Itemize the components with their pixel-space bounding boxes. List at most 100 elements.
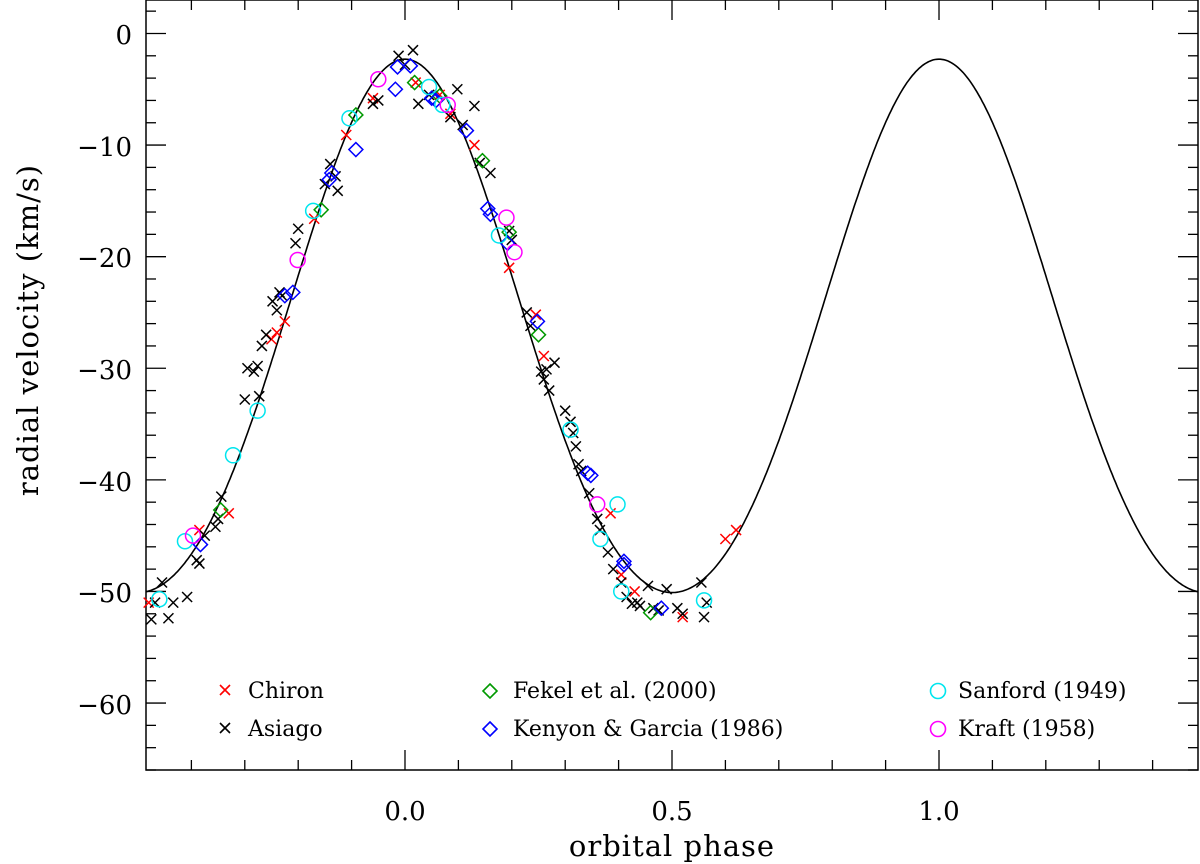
data-point-chiron (538, 350, 550, 362)
data-point-asiago (602, 546, 614, 558)
series-asiago (145, 44, 713, 625)
data-point-fekel-et-al-2000 (406, 74, 423, 91)
data-point-asiago (209, 521, 221, 533)
data-point-chiron (677, 611, 689, 623)
data-point-asiago (524, 320, 537, 332)
data-point-chiron (719, 533, 731, 545)
y-tick-label-0: 0 (115, 21, 132, 51)
data-point-sanford-1949 (420, 78, 438, 96)
data-point-kenyon-garcia-1986 (276, 287, 293, 304)
data-point-asiago (591, 513, 603, 525)
data-point-chiron (223, 507, 235, 519)
data-point-asiago (677, 608, 689, 620)
data-point-asiago (256, 340, 268, 352)
data-point-chiron (410, 77, 422, 89)
data-point-asiago (521, 306, 533, 318)
y-tick-label-3: −30 (77, 356, 132, 386)
model-curve-layer (145, 58, 1199, 594)
data-point-asiago (145, 613, 157, 625)
legend-label-chiron: Chiron (248, 679, 324, 704)
x-axis-title: orbital phase (569, 829, 775, 863)
data-point-kenyon-garcia-1986 (389, 58, 406, 76)
data-point-asiago (661, 583, 673, 595)
data-point-asiago (260, 329, 272, 341)
data-point-asiago (372, 94, 384, 106)
data-point-asiago (543, 385, 555, 397)
data-point-kenyon-garcia-1986 (284, 284, 301, 301)
legend: Chiron Asiago Fekel et al. (2000) Kenyon… (219, 679, 1127, 742)
data-point-asiago (215, 491, 227, 503)
data-point-kenyon-garcia-1986 (615, 553, 632, 570)
data-point-kraft-1958 (506, 243, 523, 261)
data-point-asiago (642, 580, 654, 592)
legend-marker-kenyon (481, 720, 499, 738)
data-point-sanford-1949 (592, 530, 609, 548)
data-point-kenyon-garcia-1986 (423, 90, 440, 107)
legend-marker-chiron (219, 684, 231, 696)
y-tick-label-6: −60 (77, 691, 132, 721)
data-point-asiago (367, 98, 379, 110)
data-point-asiago (271, 304, 283, 316)
data-point-kraft-1958 (184, 527, 202, 544)
data-point-kraft-1958 (588, 496, 606, 513)
series-kenyon-garcia-1986 (192, 57, 670, 617)
data-point-asiago (289, 237, 302, 249)
data-point-kraft-1958 (370, 70, 387, 88)
model-curve (145, 58, 1199, 594)
data-point-asiago (444, 111, 456, 123)
series-fekel-et-al-2000 (212, 74, 659, 621)
legend-label-fekel: Fekel et al. (2000) (513, 679, 717, 704)
data-point-kenyon-garcia-1986 (615, 556, 632, 573)
data-point-asiago (615, 576, 627, 589)
data-point-chiron (468, 139, 480, 151)
data-point-asiago (332, 185, 344, 197)
legend-item-kraft: Kraft (1958) (929, 717, 1095, 742)
data-point-sanford-1949 (695, 592, 713, 609)
y-axis-title: radial velocity (km/s) (11, 164, 45, 496)
x-tick-label-2: 1.0 (918, 797, 959, 827)
data-point-kenyon-garcia-1986 (529, 313, 546, 330)
legend-item-chiron: Chiron (219, 679, 324, 704)
data-point-asiago (695, 576, 707, 589)
data-point-kraft-1958 (439, 96, 456, 114)
x-tick-label-1: 0.5 (651, 797, 692, 827)
data-point-chiron (629, 585, 641, 597)
data-point-kenyon-garcia-1986 (582, 467, 599, 484)
legend-item-kenyon: Kenyon & Garcia (1986) (481, 717, 783, 742)
data-point-asiago (573, 458, 585, 470)
data-point-sanford-1949 (490, 227, 508, 244)
data-point-asiago (248, 366, 260, 378)
data-point-sanford-1949 (341, 110, 358, 127)
data-point-asiago (567, 427, 579, 439)
data-point-sanford-1949 (151, 591, 168, 608)
data-point-sanford-1949 (304, 202, 322, 220)
series-chiron (143, 77, 742, 623)
data-point-kraft-1958 (498, 209, 515, 226)
legend-label-kenyon: Kenyon & Garcia (1986) (513, 717, 783, 742)
y-tick-label-4: −40 (77, 468, 132, 498)
data-point-kenyon-garcia-1986 (653, 600, 670, 617)
data-point-asiago (181, 591, 193, 603)
data-point-asiago (267, 295, 279, 307)
series-sanford-1949 (151, 78, 713, 609)
data-point-asiago (570, 440, 582, 452)
data-point-sanford-1949 (609, 496, 626, 513)
y-tick-label-5: −50 (77, 579, 132, 609)
data-point-asiago (167, 597, 179, 609)
data-point-asiago (241, 362, 253, 374)
data-point-asiago (701, 597, 713, 609)
data-point-fekel-et-al-2000 (313, 201, 330, 218)
legend-item-sanford: Sanford (1949) (929, 679, 1127, 704)
data-point-asiago (252, 360, 264, 372)
data-point-kenyon-garcia-1986 (387, 81, 404, 98)
data-point-asiago (393, 50, 405, 62)
legend-item-asiago: Asiago (219, 717, 323, 742)
legend-marker-fekel (481, 682, 499, 700)
data-point-asiago (484, 167, 496, 179)
data-point-asiago (292, 223, 304, 235)
data-point-fekel-et-al-2000 (530, 326, 547, 343)
data-point-chiron (605, 507, 617, 519)
legend-label-asiago: Asiago (247, 717, 323, 742)
data-point-kenyon-garcia-1986 (402, 57, 419, 74)
legend-marker-asiago (219, 722, 231, 734)
